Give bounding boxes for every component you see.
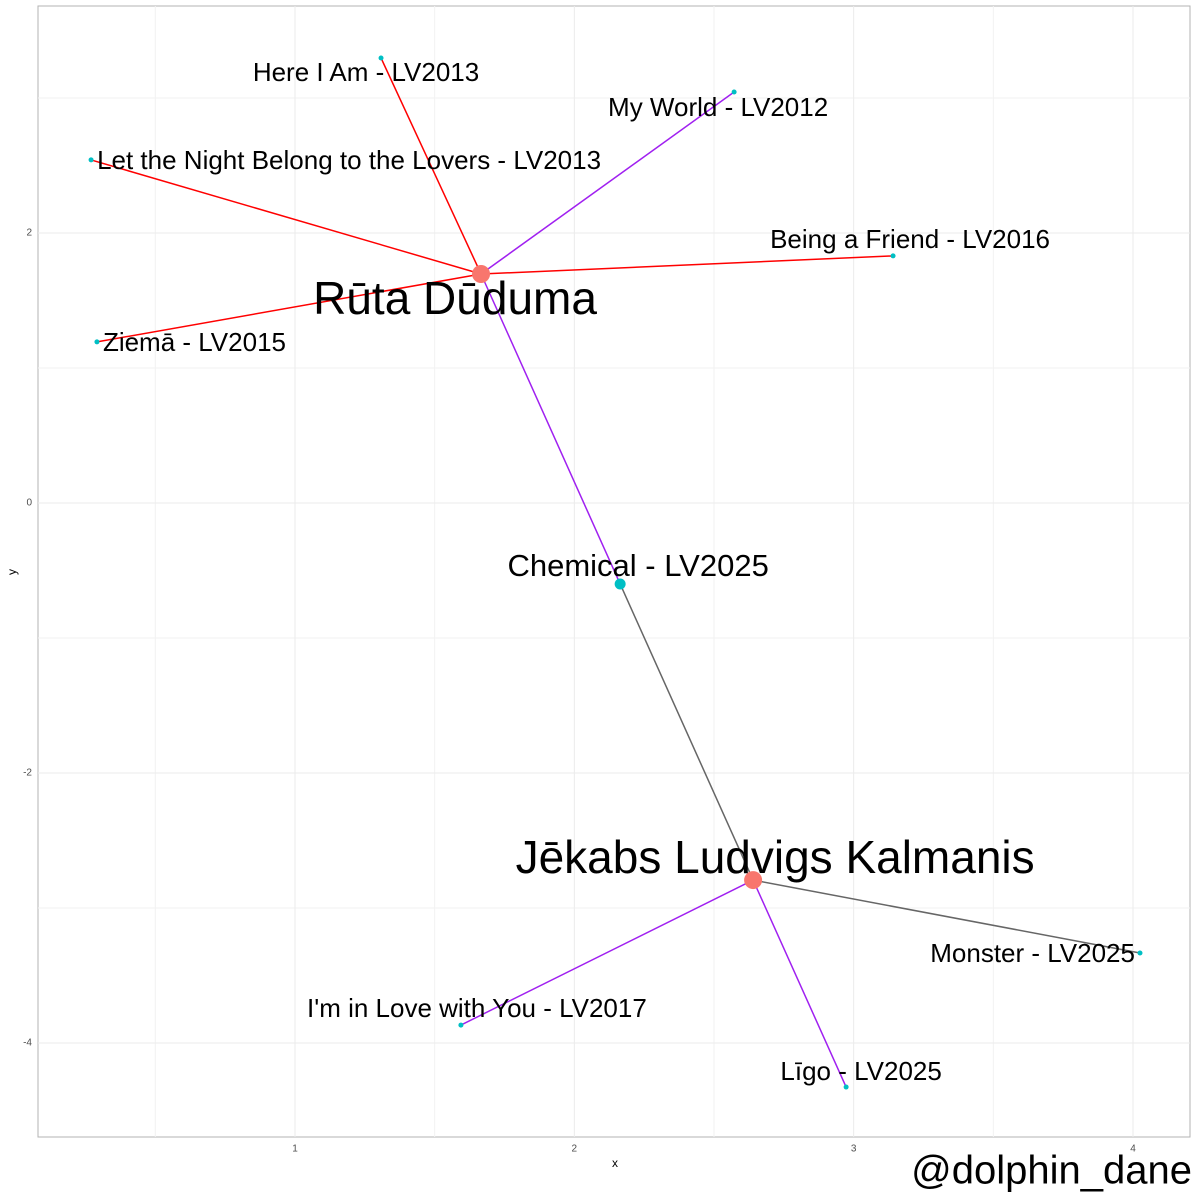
- node-label: Līgo - LV2025: [780, 1056, 941, 1086]
- edge: [480, 91, 735, 275]
- node: [614, 578, 626, 590]
- edge: [96, 273, 482, 343]
- y-tick-label: -4: [23, 1038, 32, 1049]
- node: [731, 89, 737, 95]
- edge: [481, 255, 894, 275]
- node-label: Monster - LV2025: [930, 938, 1135, 968]
- x-tick-label: 4: [1130, 1144, 1136, 1155]
- node: [458, 1022, 464, 1028]
- y-tick-label: 2: [26, 228, 32, 239]
- node: [890, 253, 896, 259]
- edge: [480, 273, 621, 585]
- node-label: Rūta Dūduma: [313, 272, 597, 324]
- x-axis-title: x: [612, 1156, 618, 1170]
- node: [472, 264, 491, 283]
- caption: @dolphin_dane: [911, 1149, 1192, 1193]
- y-tick-label: -2: [23, 768, 32, 779]
- edge: [619, 583, 754, 881]
- node-label: Chemical - LV2025: [507, 548, 768, 583]
- x-tick-label: 1: [292, 1144, 298, 1155]
- node: [1137, 950, 1143, 956]
- node: [88, 157, 94, 163]
- node: [94, 339, 100, 345]
- node-label: Being a Friend - LV2016: [770, 224, 1050, 254]
- node-label: Ziemā - LV2015: [103, 327, 286, 357]
- edge: [752, 879, 847, 1088]
- edge: [460, 879, 754, 1026]
- node-label: Here I Am - LV2013: [253, 57, 479, 87]
- x-tick-label: 3: [851, 1144, 857, 1155]
- edge: [380, 57, 482, 275]
- node: [744, 871, 763, 890]
- node-label: My World - LV2012: [608, 92, 828, 122]
- node: [843, 1084, 849, 1090]
- y-tick-label: 0: [26, 498, 32, 509]
- y-axis-title: y: [5, 569, 19, 575]
- node-label: Jēkabs Ludvigs Kalmanis: [516, 831, 1035, 883]
- node-label: Let the Night Belong to the Lovers - LV2…: [97, 145, 601, 175]
- edge: [90, 159, 482, 275]
- node: [378, 55, 384, 61]
- x-tick-label: 2: [572, 1144, 578, 1155]
- node-label: I'm in Love with You - LV2017: [307, 993, 647, 1023]
- edge: [752, 879, 1141, 954]
